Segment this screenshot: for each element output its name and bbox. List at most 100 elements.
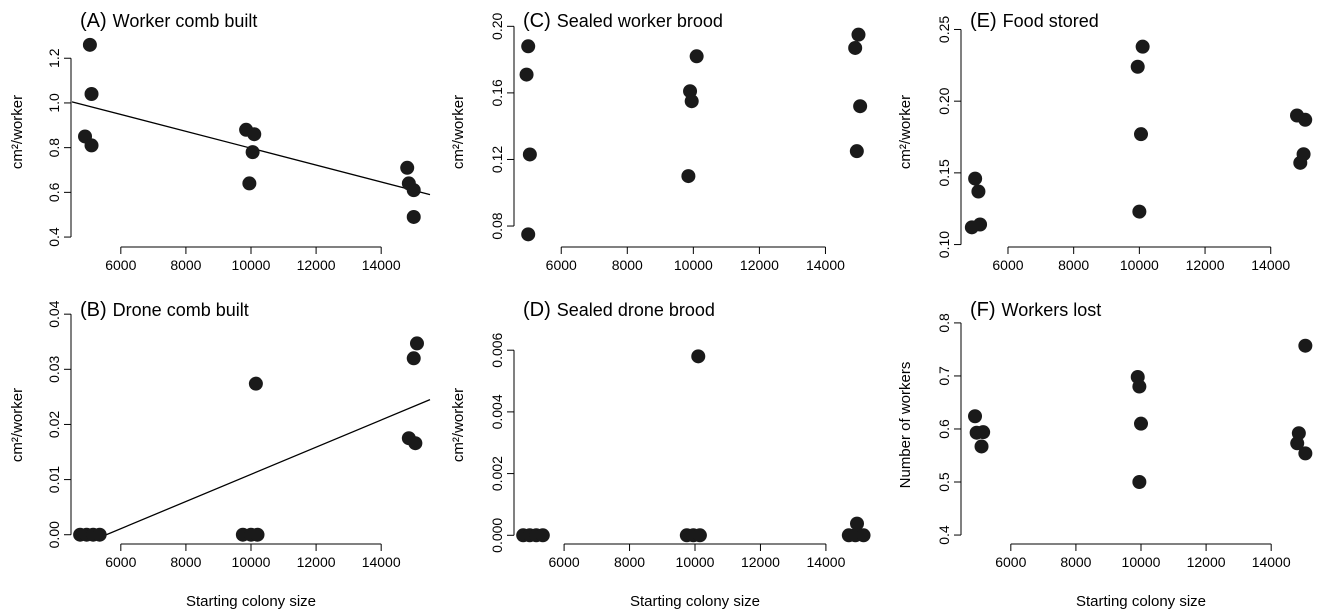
y-axis-label: cm²/worker [897,95,914,169]
panel-f: 0.4 0.5 0.6 0.7 0.8 6000 8000 10000 12000 14000 Nu… [897,299,1313,610]
y-tick-label: 0.4 [936,525,952,545]
data-point [408,436,423,451]
y-tick-label: 0.002 [489,456,505,491]
data-point [689,49,704,64]
x-tick-label: 14000 [362,257,401,273]
panel-letter: (E) [970,10,997,32]
data-point [681,169,696,184]
data-point [522,147,537,162]
panel-b: 0.00 0.01 0.02 0.03 0.04 6000 8000 10000 12000 14… [9,299,431,610]
y-tick-label: 0.03 [46,355,62,382]
y-tick-label: 0.20 [489,12,505,39]
x-tick-label: 8000 [170,257,201,273]
y-tick-label: 0.04 [46,300,62,327]
data-point [1298,338,1313,353]
panel-title-text: Workers lost [1002,300,1102,320]
panel-d: 0.000 0.002 0.004 0.006 6000 8000 10000 12000 14… [450,299,871,610]
x-tick-label: 12000 [1187,554,1226,570]
x-axis-label: Starting colony size [630,593,760,610]
x-tick-label: 14000 [806,257,845,273]
data-point [248,376,263,391]
data-point [92,527,107,542]
data-point [968,171,983,186]
y-tick-label: 0.000 [489,518,505,553]
y-axis-label: cm²/worker [450,95,467,169]
y-tick-label: 0.25 [936,16,952,43]
panel-title-text: Drone comb built [113,300,249,320]
x-tick-label: 10000 [1120,257,1159,273]
data-point [850,516,864,531]
panel-a: 0.4 0.6 0.8 1.0 1.2 6000 8000 10000 12000 14000 cm… [9,10,431,273]
data-point [968,409,983,424]
y-tick-label: 0.8 [46,138,62,158]
y-tick-label: 0.12 [489,146,505,173]
y-tick-label: 0.16 [489,79,505,106]
data-point [692,528,707,543]
panel-title: (E) Food stored [970,10,1099,32]
data-point [400,160,415,175]
y-tick-label: 0.15 [936,159,952,186]
x-tick-label: 6000 [549,554,580,570]
data-point [1130,59,1145,74]
y-tick-label: 0.00 [46,521,62,548]
data-point [406,183,421,198]
y-tick-label: 1.0 [46,93,62,113]
panel-letter: (B) [80,299,107,321]
x-tick-label: 12000 [297,554,336,570]
panel-c: 0.08 0.12 0.16 0.20 6000 8000 10000 12000 14000 c… [450,10,868,273]
data-point [691,349,706,364]
y-axis-label: cm²/worker [450,388,467,462]
x-tick-label: 6000 [995,554,1026,570]
panel-title: (D) Sealed drone brood [523,299,715,321]
x-tick-label: 8000 [1060,554,1091,570]
y-tick-label: 0.5 [936,472,952,492]
panel-title: (F) Workers lost [970,299,1101,321]
x-tick-label: 8000 [612,257,643,273]
data-point [1298,112,1313,127]
data-point [247,127,262,142]
panel-letter: (D) [523,299,551,321]
x-tick-label: 12000 [741,554,780,570]
y-tick-label: 0.02 [46,411,62,438]
data-point [245,145,260,160]
panel-title-text: Sealed worker brood [557,11,723,31]
x-tick-label: 14000 [806,554,845,570]
x-tick-label: 6000 [105,554,136,570]
y-tick-label: 0.08 [489,212,505,239]
y-axis-label: cm²/worker [9,388,26,462]
data-point [974,439,989,454]
panel-letter: (F) [970,299,996,321]
data-point [535,528,550,543]
panel-title: (C) Sealed worker brood [523,10,723,32]
x-tick-label: 6000 [105,257,136,273]
panel-title: (B) Drone comb built [80,299,249,321]
x-tick-label: 8000 [170,554,201,570]
y-tick-label: 0.006 [489,332,505,367]
data-point [856,528,871,543]
x-tick-label: 14000 [1252,554,1291,570]
x-tick-label: 10000 [232,257,271,273]
y-tick-label: 0.6 [936,419,952,439]
x-tick-label: 10000 [232,554,271,570]
data-point [519,67,534,82]
x-tick-label: 12000 [297,257,336,273]
data-point [851,27,866,42]
panel-e: 0.10 0.15 0.20 0.25 6000 8000 10000 12000 14000 c… [897,10,1313,273]
data-point [964,220,979,235]
data-point [84,87,99,101]
data-point [976,425,991,440]
data-point [406,351,421,366]
data-point [1132,475,1147,490]
x-tick-label: 10000 [676,554,715,570]
data-point [521,39,536,54]
x-tick-label: 12000 [1186,257,1225,273]
x-tick-label: 8000 [1058,257,1089,273]
x-tick-label: 10000 [1122,554,1161,570]
data-point [82,37,97,52]
x-axis-label: Starting colony size [186,593,316,610]
data-point [242,176,257,191]
data-point [853,99,868,114]
x-tick-label: 6000 [992,257,1023,273]
data-point [971,184,986,199]
